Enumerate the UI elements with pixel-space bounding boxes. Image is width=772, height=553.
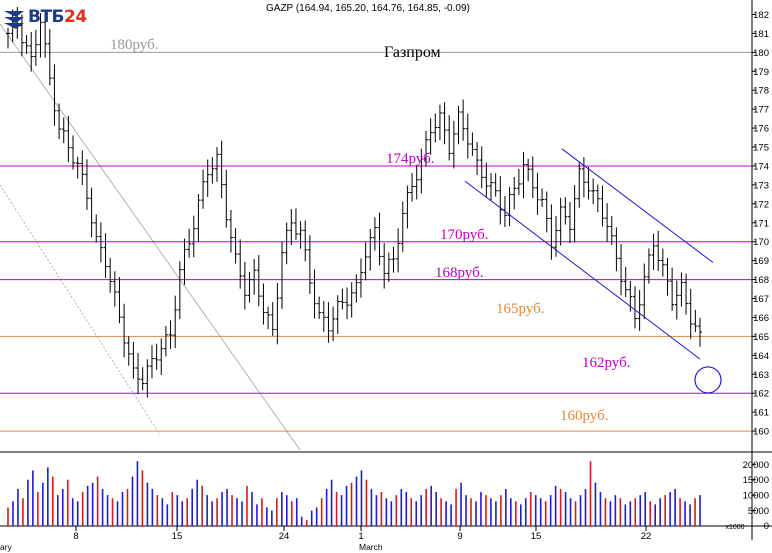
price-tick-label: 181 bbox=[753, 29, 769, 40]
volume-axis: 5000 10000 15000 20000 0 x1000 bbox=[725, 460, 769, 532]
level-label-174: 174руб. bbox=[386, 150, 435, 167]
price-tick-label: 163 bbox=[753, 370, 769, 381]
channel-upper bbox=[561, 148, 714, 263]
price-tick-label: 174 bbox=[753, 161, 769, 172]
guide-line bbox=[0, 23, 301, 451]
month-label: March bbox=[359, 542, 383, 552]
price-tick-label: 173 bbox=[753, 180, 769, 191]
time-tick-label: 8 bbox=[73, 531, 78, 542]
price-tick-label: 177 bbox=[753, 105, 769, 116]
volume-tick-label: 5000 bbox=[748, 506, 769, 517]
target-circle bbox=[694, 366, 722, 394]
price-tick-label: 179 bbox=[753, 67, 769, 78]
trend-channel bbox=[464, 148, 722, 394]
month-label: ary bbox=[0, 542, 13, 552]
level-label-162: 162руб. bbox=[582, 355, 631, 372]
channel-lower bbox=[464, 180, 701, 360]
price-tick-label: 170 bbox=[753, 237, 769, 248]
price-levels bbox=[0, 51, 752, 432]
level-label-165: 165руб. bbox=[496, 301, 545, 318]
price-tick-label: 172 bbox=[753, 199, 769, 210]
price-tick-label: 162 bbox=[753, 389, 769, 400]
volume-tick-label: 10000 bbox=[743, 491, 769, 502]
volume-unit-label: x1000 bbox=[725, 524, 744, 531]
price-tick-label: 180 bbox=[753, 48, 769, 59]
price-tick-label: 182 bbox=[753, 10, 769, 21]
pane-divider bbox=[0, 0, 772, 540]
time-tick-label: 15 bbox=[531, 531, 542, 542]
price-tick-label: 161 bbox=[753, 408, 769, 419]
level-label-168: 168руб. bbox=[435, 264, 484, 281]
price-tick-label: 169 bbox=[753, 256, 769, 267]
level-label-180: 180руб. bbox=[110, 37, 159, 54]
ticker-readout: GAZP (164.94, 165.20, 164.76, 164.85, -0… bbox=[266, 3, 470, 14]
price-axis: 160 161 162 163 164 165 166 167 168 169 170 171 172 1… bbox=[752, 10, 769, 438]
price-tick-label: 165 bbox=[753, 332, 769, 343]
bank-emblem-icon bbox=[4, 11, 24, 29]
time-tick-label: 15 bbox=[172, 531, 183, 542]
trend-guides bbox=[0, 23, 301, 451]
time-tick-label: 24 bbox=[279, 531, 290, 542]
volume-tick-label: 20000 bbox=[743, 460, 769, 471]
brand-name: ВТБ24 bbox=[28, 7, 87, 27]
price-tick-label: 171 bbox=[753, 218, 769, 229]
price-tick-label: 160 bbox=[753, 427, 769, 438]
level-label-170: 170руб. bbox=[440, 226, 489, 243]
time-tick-label: 9 bbox=[457, 531, 462, 542]
time-tick-label: 1 bbox=[358, 531, 363, 542]
volume-tick-label: 15000 bbox=[743, 475, 769, 486]
volume-bars bbox=[7, 461, 701, 526]
price-tick-label: 175 bbox=[753, 143, 769, 154]
price-tick-label: 167 bbox=[753, 294, 769, 305]
volume-zero-label: 0 bbox=[764, 521, 769, 532]
guide-line bbox=[0, 184, 161, 436]
price-tick-label: 168 bbox=[753, 275, 769, 286]
time-axis: 8 15 24 1 9 15 22 ary March bbox=[0, 526, 651, 552]
level-label-160: 160руб. bbox=[560, 408, 609, 425]
time-tick-label: 22 bbox=[641, 531, 652, 542]
price-tick-label: 178 bbox=[753, 86, 769, 97]
price-tick-label: 166 bbox=[753, 313, 769, 324]
price-candles bbox=[6, 7, 702, 398]
price-tick-label: 164 bbox=[753, 351, 769, 362]
chart-title: Газпром bbox=[384, 44, 441, 61]
price-tick-label: 176 bbox=[753, 124, 769, 135]
brand-logo: ВТБ24 bbox=[2, 4, 102, 30]
